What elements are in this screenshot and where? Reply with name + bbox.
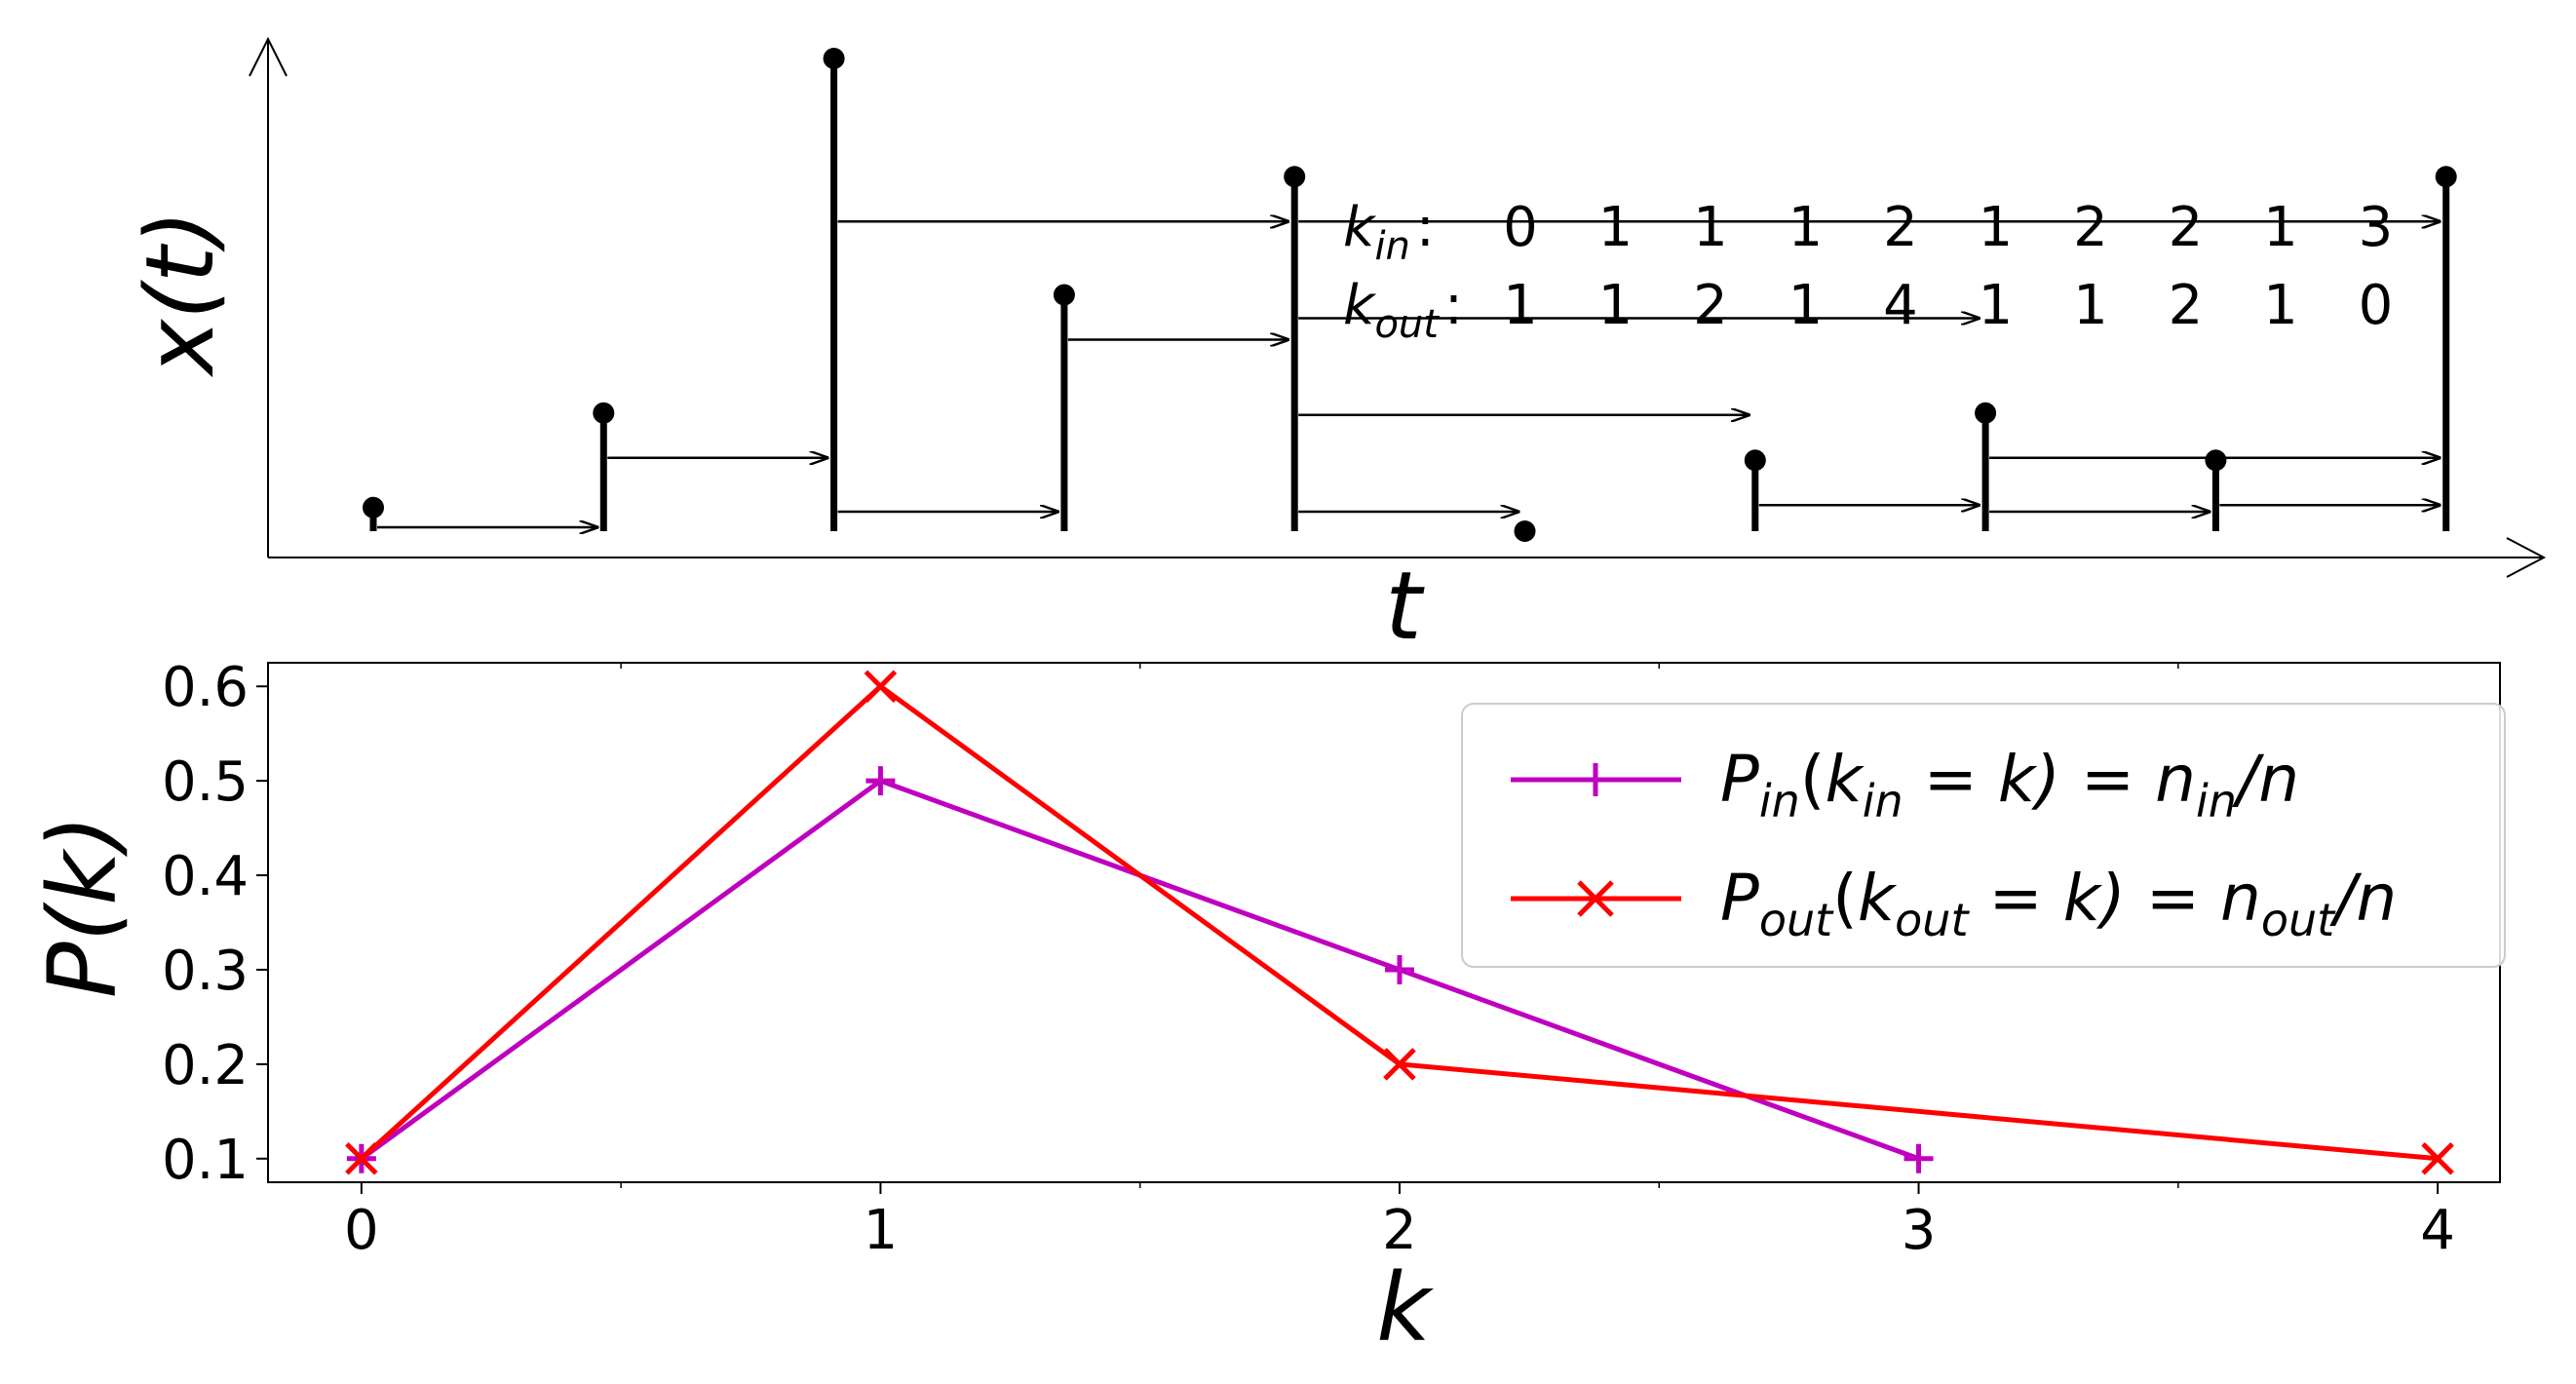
degree-value: 4: [1883, 274, 1918, 337]
x-tick-label: 4: [2420, 1199, 2455, 1262]
legend-box: [1461, 703, 2506, 968]
time-series-point: [1744, 449, 1766, 472]
tick-marks: [256, 663, 2440, 1194]
time-series-point: [1053, 284, 1075, 306]
series-line: [360, 683, 2439, 1162]
time-series-point: [1514, 520, 1536, 542]
x-axis-arrow: [268, 537, 2547, 578]
degree-value: 1: [1788, 196, 1824, 259]
degree-row-label: kout:: [1343, 274, 1463, 347]
degree-value: 1: [2263, 196, 2298, 259]
degree-value: 1: [1693, 196, 1728, 259]
time-series-point: [1284, 166, 1306, 188]
degree-value: 0: [2359, 274, 2394, 337]
y-tick-label: 0.6: [162, 656, 249, 719]
degree-value: 1: [1979, 274, 2014, 337]
x-marker: [864, 670, 898, 703]
legend-label: Pout(kout = k) = nout/n: [1720, 861, 2397, 946]
time-series-point: [2205, 449, 2227, 472]
visibility-edges: [377, 221, 2441, 527]
degree-value: 1: [2263, 274, 2298, 337]
bottom-x-axis-label: k: [1376, 1253, 1434, 1363]
time-series-points: [363, 48, 2457, 542]
time-series-point: [2435, 166, 2457, 188]
degree-value: 1: [2073, 274, 2108, 337]
degree-distribution-panel: 0.1 0.2 0.3 0.4 0.5 0.6 0 1 2 3 4 Pin(kin = k) = …: [28, 656, 2506, 1363]
time-series-point: [1975, 402, 1997, 424]
plus-marker: [1579, 763, 1612, 796]
degree-value: 1: [1598, 196, 1634, 259]
time-series-point: [593, 402, 615, 424]
legend-label: Pin(kin = k) = nin/n: [1720, 742, 2299, 827]
y-tick-label: 0.1: [162, 1129, 249, 1192]
x-tick-label: 1: [864, 1199, 899, 1262]
time-series-point: [363, 496, 384, 519]
x-tick-label: 0: [344, 1199, 379, 1262]
degree-value: 0: [1503, 196, 1538, 259]
plus-marker: [1384, 954, 1414, 984]
time-series-bars: [369, 58, 2450, 531]
y-tick-label: 0.5: [162, 750, 249, 814]
plus-marker: [865, 766, 896, 796]
x-tick-labels: 0 1 2 3 4: [344, 1199, 2455, 1262]
degree-value: 2: [1883, 196, 1918, 259]
time-series-point: [823, 48, 845, 69]
top-x-axis-label: t: [1385, 552, 1425, 661]
plus-marker: [1903, 1143, 1934, 1173]
degree-value: 2: [2169, 274, 2204, 337]
x-marker: [2421, 1142, 2454, 1175]
legend: Pin(kin = k) = nin/n Pout(kout = k) = nou…: [1461, 703, 2506, 968]
x-marker: [345, 1142, 378, 1175]
degree-value: 1: [1979, 196, 2014, 259]
degree-value: 3: [2359, 196, 2394, 259]
y-tick-labels: 0.1 0.2 0.3 0.4 0.5 0.6: [162, 656, 249, 1192]
y-tick-label: 0.3: [162, 940, 249, 1003]
degree-value: 1: [1598, 274, 1634, 337]
x-tick-label: 3: [1902, 1199, 1937, 1262]
degree-value: 1: [1503, 274, 1538, 337]
degree-value: 2: [2169, 196, 2204, 259]
bottom-y-axis-label: P(k): [28, 815, 137, 998]
y-tick-label: 0.4: [162, 845, 249, 908]
degree-value: 2: [2073, 196, 2108, 259]
top-y-axis-label: x(t): [126, 210, 235, 377]
x-marker: [1577, 880, 1614, 917]
x-marker: [1383, 1048, 1416, 1081]
degree-value: 1: [1788, 274, 1824, 337]
x-tick-label: 2: [1382, 1199, 1417, 1262]
degree-row-label: kin:: [1343, 196, 1435, 269]
y-tick-label: 0.2: [162, 1034, 249, 1097]
y-axis-arrow: [249, 36, 288, 557]
degree-value: 2: [1693, 274, 1728, 337]
series-lines: [345, 670, 2454, 1175]
